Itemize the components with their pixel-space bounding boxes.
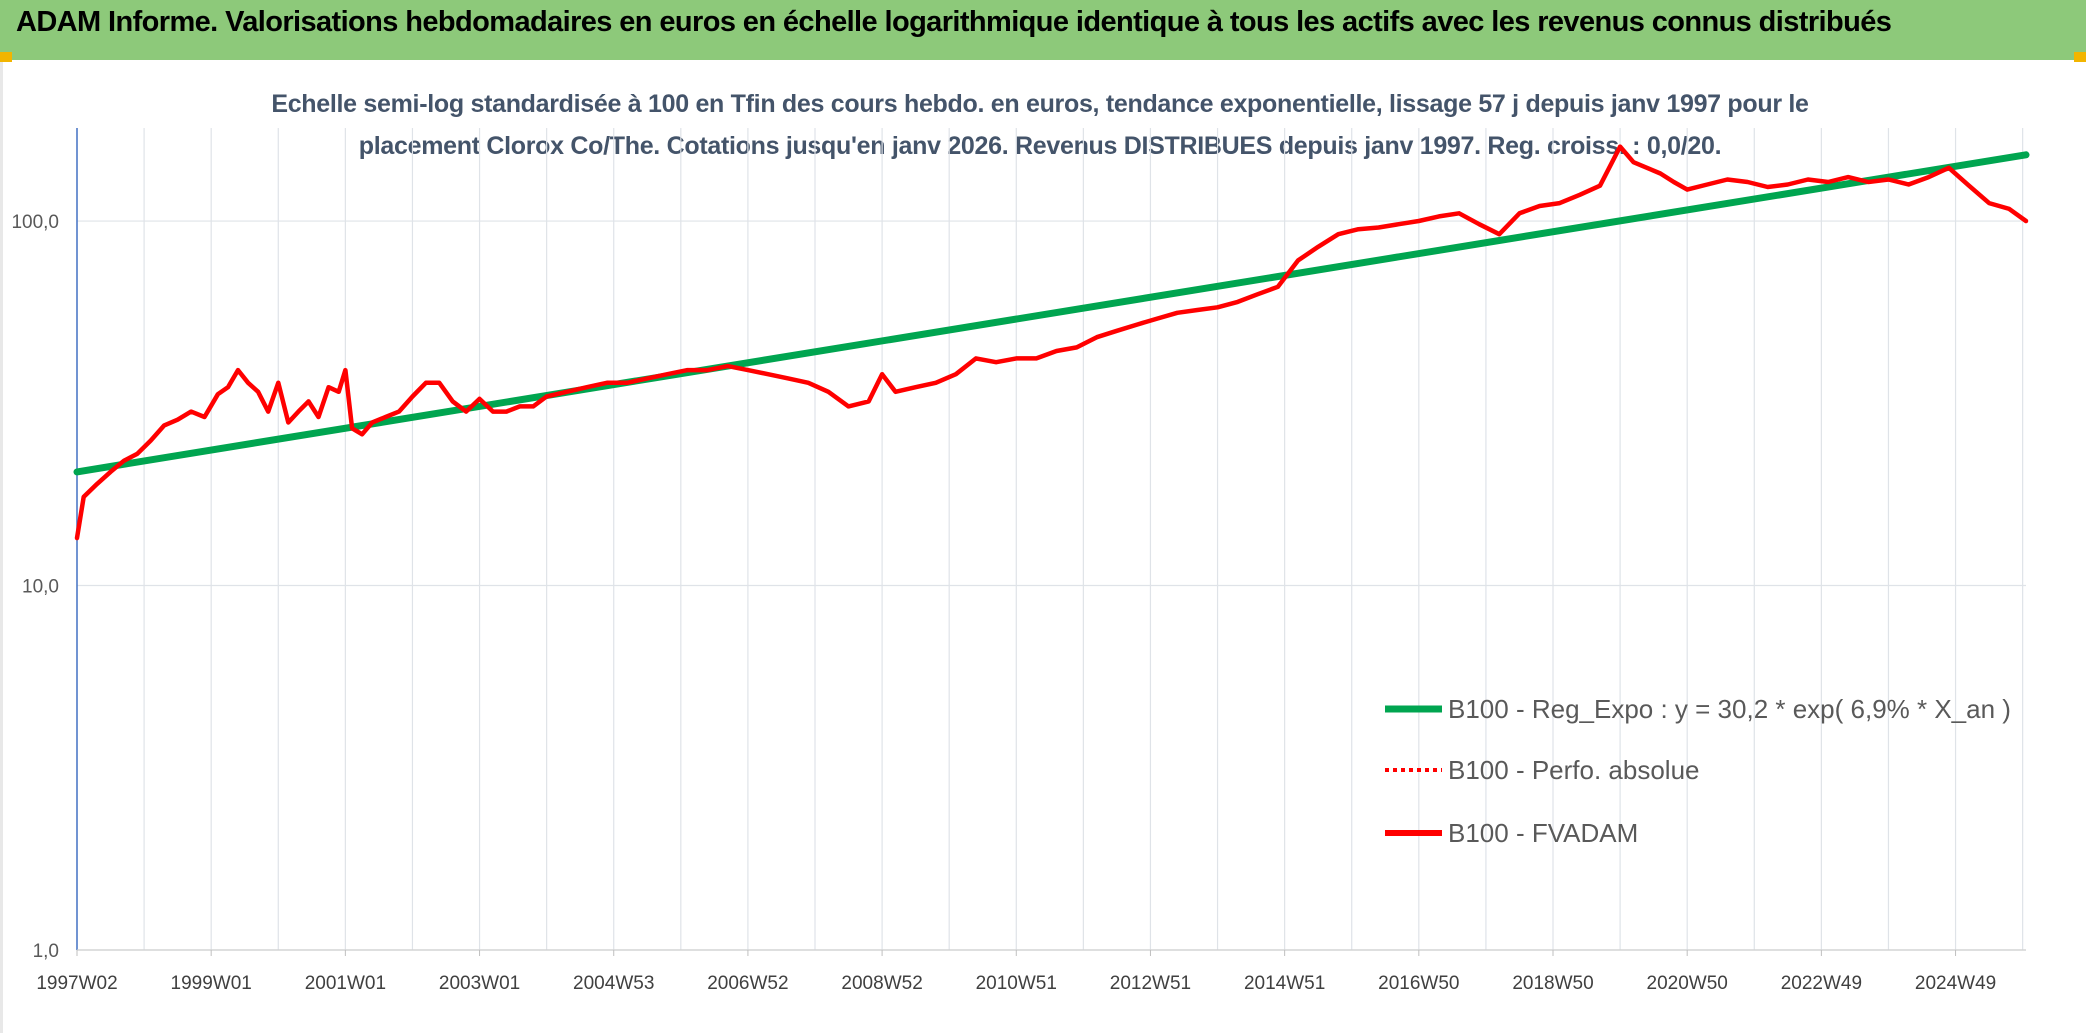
corner-marker-right <box>2074 52 2086 62</box>
legend-label: B100 - FVADAM <box>1448 818 1638 848</box>
x-tick-label: 2024W49 <box>1915 973 1996 994</box>
x-tick-label: 2010W51 <box>976 973 1057 994</box>
legend: B100 - Reg_Expo : y = 30,2 * exp( 6,9% *… <box>1385 694 2011 848</box>
series-line-fvadam <box>74 144 2029 541</box>
chart-frame <box>0 60 2086 1033</box>
header-banner: ADAM Informe. Valorisations hebdomadaire… <box>0 0 2086 60</box>
x-tick-label: 2020W50 <box>1647 973 1728 994</box>
x-tick-label: 2008W52 <box>841 973 922 994</box>
x-tick-label: 2006W52 <box>707 973 788 994</box>
x-tick-label: 1997W02 <box>36 973 117 994</box>
chart-title-line-2: placement Clorox Co/The. Cotations jusqu… <box>358 132 1722 160</box>
axes-layer: 1,0 10,0 100,0 1997W02 1999W01 2001W01 2003W01… <box>11 128 2026 994</box>
x-tick-label: 2022W49 <box>1781 973 1862 994</box>
grid-layer <box>76 128 2026 951</box>
y-tick-label: 100,0 <box>11 212 59 233</box>
x-tick-label: 2016W50 <box>1378 973 1459 994</box>
chart-title-line-1: Echelle semi-log standardisée à 100 en T… <box>271 90 1809 118</box>
legend-label: B100 - Perfo. absolue <box>1448 755 1700 785</box>
x-tick-label: 2003W01 <box>439 973 520 994</box>
corner-marker-left <box>0 52 12 62</box>
y-tick-label: 10,0 <box>22 577 59 598</box>
x-tick-label: 2004W53 <box>573 973 654 994</box>
y-tick-label: 1,0 <box>33 941 59 962</box>
x-tick-label: 2012W51 <box>1110 973 1191 994</box>
page-title: ADAM Informe. Valorisations hebdomadaire… <box>16 6 1892 38</box>
x-tick-label: 2001W01 <box>305 973 386 994</box>
series-line-reg-expo <box>73 151 2030 476</box>
x-tick-label: 2018W50 <box>1512 973 1593 994</box>
x-tick-label: 1999W01 <box>171 973 252 994</box>
x-tick-label: 2014W51 <box>1244 973 1325 994</box>
legend-label: B100 - Reg_Expo : y = 30,2 * exp( 6,9% *… <box>1448 694 2011 724</box>
series-layer <box>73 144 2030 541</box>
